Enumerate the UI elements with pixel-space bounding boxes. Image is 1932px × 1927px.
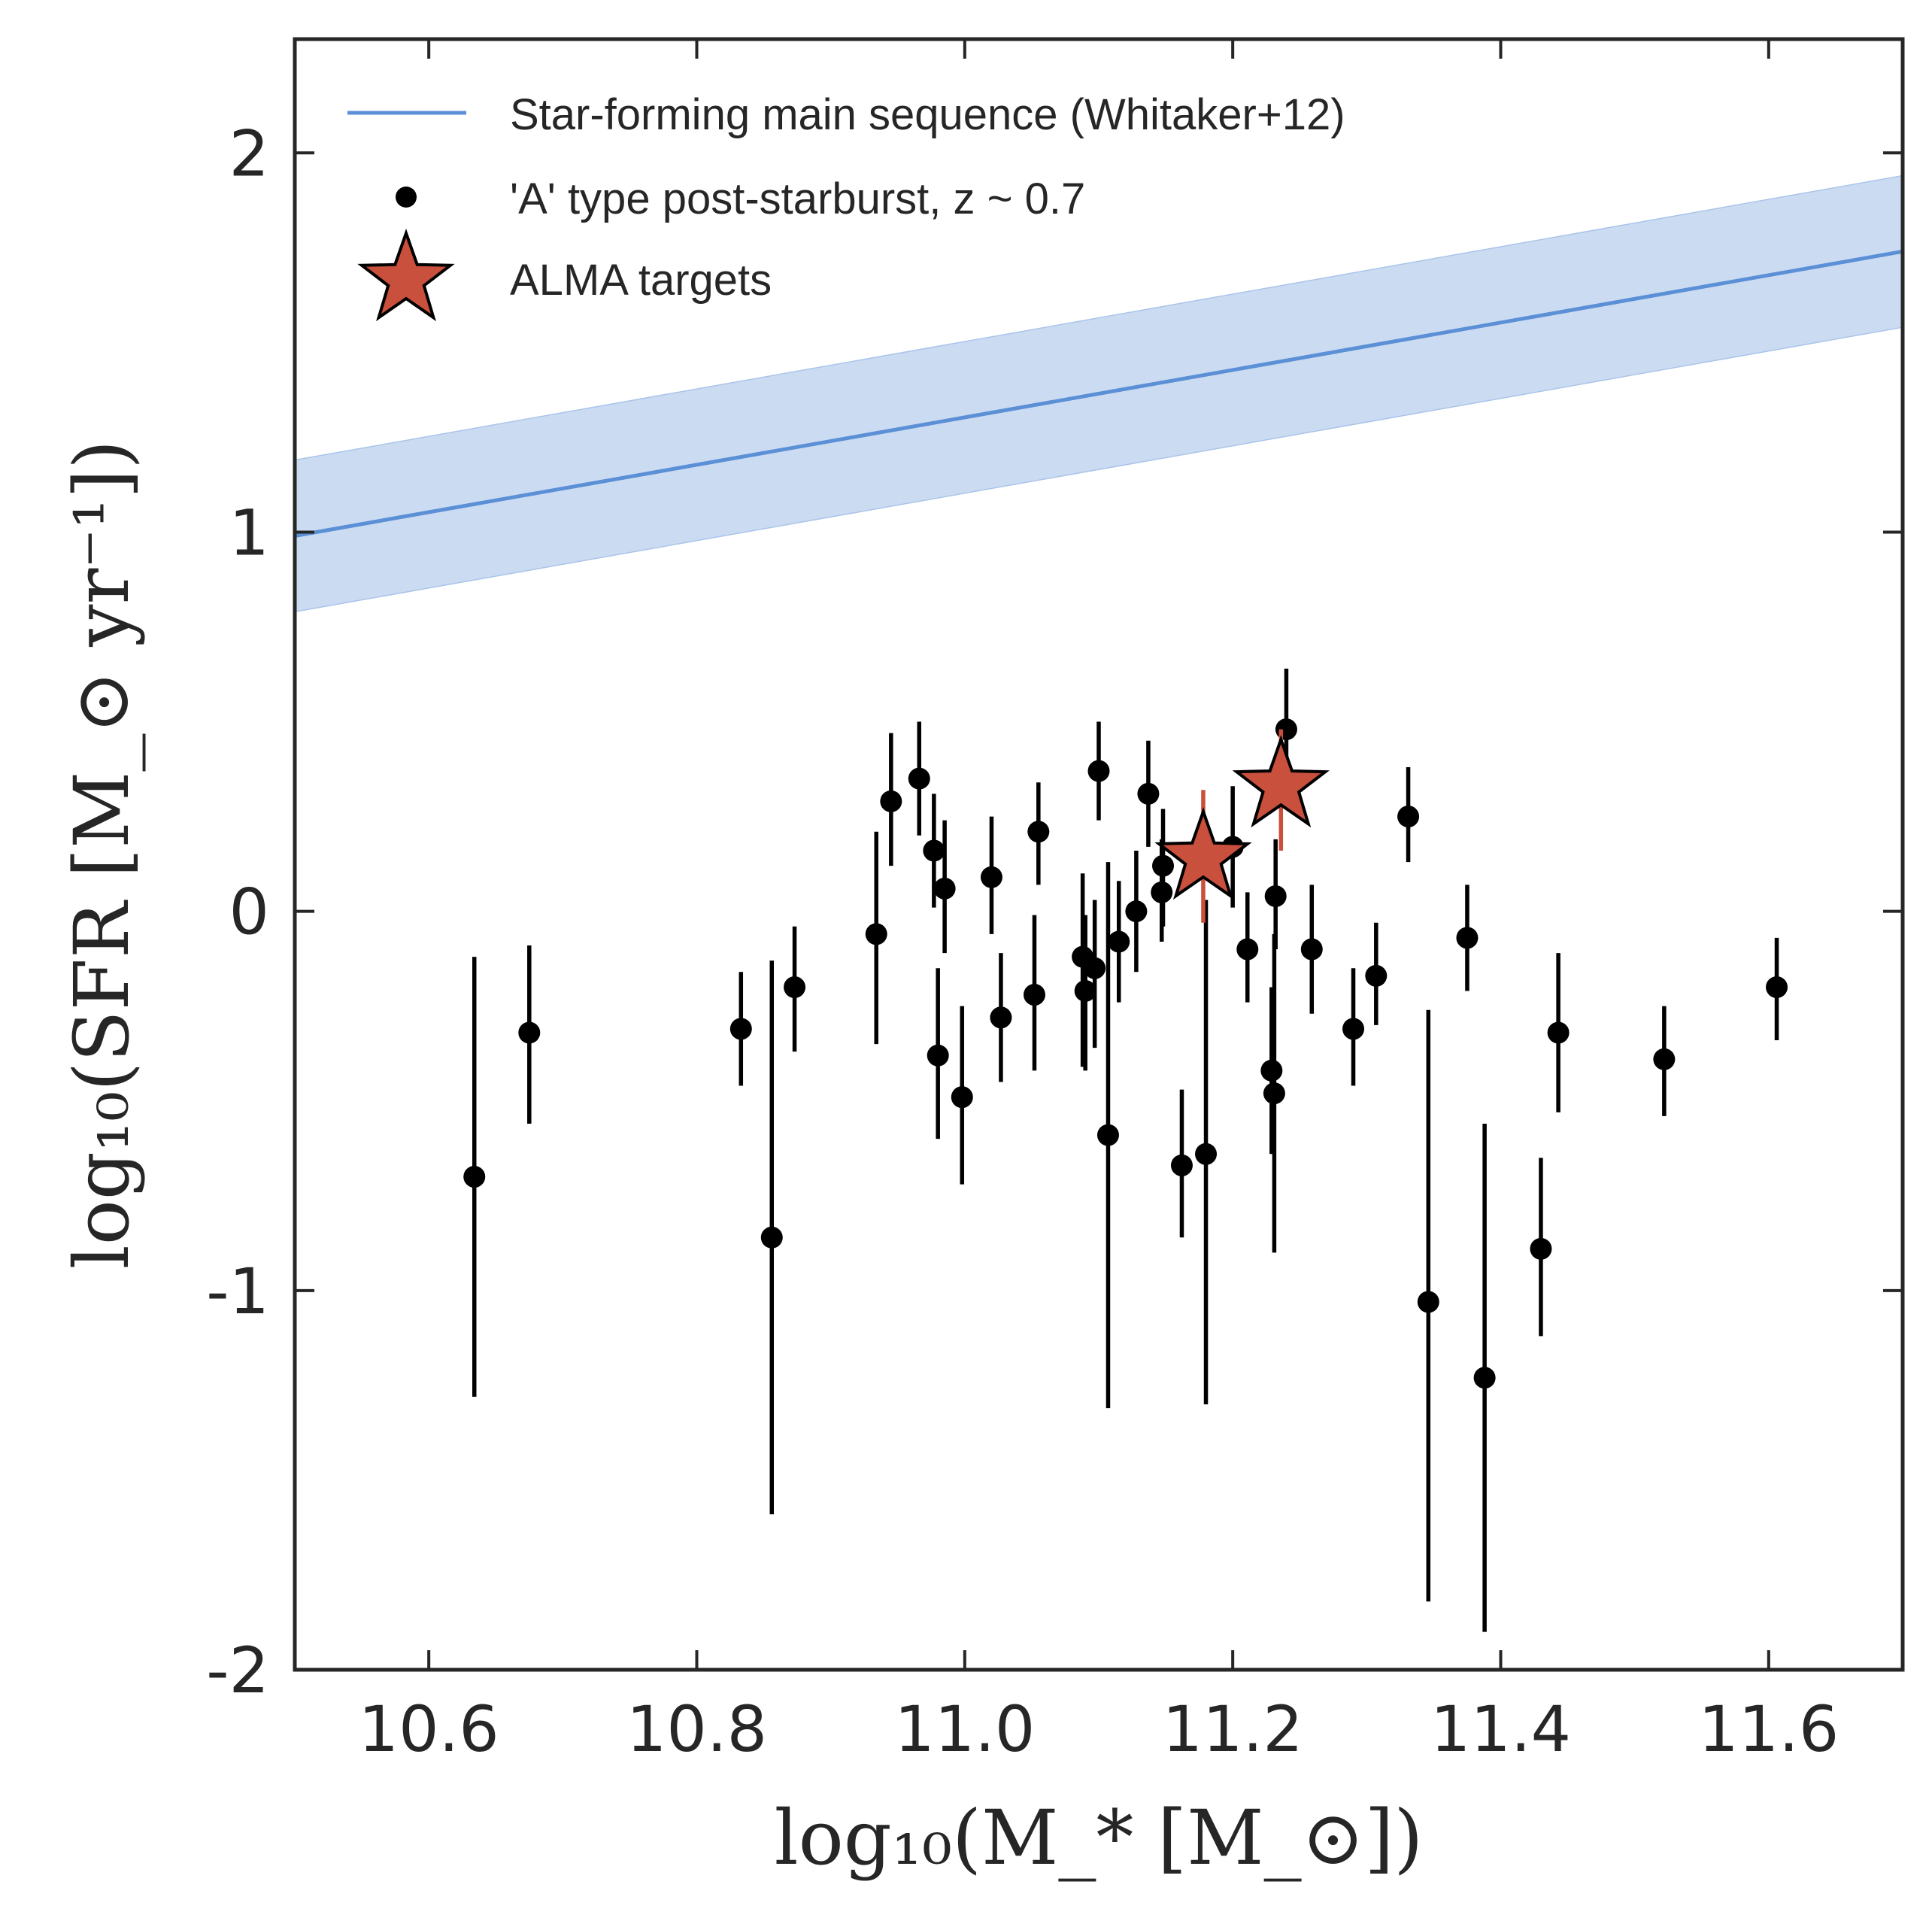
post-starburst-point — [1264, 885, 1287, 907]
post-starburst-point — [1074, 980, 1096, 1003]
alma-target-star — [1232, 735, 1330, 828]
x-tick-label: 11.0 — [894, 1692, 1035, 1766]
y-tick-label: 2 — [229, 117, 269, 190]
y-axis-title: log₁₀(SFR [M_⊙ yr⁻¹]) — [58, 440, 146, 1270]
post-starburst-point — [865, 923, 887, 945]
post-starburst-point — [1397, 806, 1420, 828]
post-starburst-point — [1096, 1124, 1119, 1146]
legend: Star-forming main sequence (Whitaker+12)… — [347, 90, 1345, 322]
legend-post-starburst-swatch — [396, 187, 417, 208]
post-starburst-point — [980, 866, 1002, 888]
y-tick-label: 0 — [229, 875, 269, 949]
axis-ticks-layer: 10.6 10.8 11.0 11.2 11.4 11.6 -2 -1 0 1 2 — [206, 39, 1903, 1766]
post-starburst-point — [1137, 782, 1160, 805]
post-starburst-point — [1473, 1367, 1496, 1389]
post-starburst-point — [1152, 854, 1175, 877]
post-starburst-point — [923, 839, 945, 862]
post-starburst-point — [1300, 938, 1323, 960]
post-starburst-point — [1027, 821, 1050, 843]
post-starburst-point — [1547, 1021, 1570, 1044]
post-starburst-point — [760, 1226, 783, 1249]
post-starburst-point — [463, 1166, 486, 1188]
x-axis-title: log₁₀(M_* [M_⊙]) — [775, 1794, 1424, 1882]
post-starburst-point — [927, 1044, 949, 1067]
post-starburst-point — [1275, 718, 1297, 741]
post-starburst-point — [1530, 1237, 1552, 1260]
post-starburst-point — [933, 877, 956, 900]
post-starburst-point — [1125, 900, 1148, 923]
post-starburst-point — [951, 1086, 973, 1109]
post-starburst-point — [1365, 964, 1388, 987]
legend-post-starburst-label: 'A' type post-starburst, z ~ 0.7 — [510, 174, 1085, 223]
post-starburst-point — [1108, 930, 1130, 953]
post-starburst-point — [1766, 976, 1788, 998]
post-starburst-point — [1087, 760, 1110, 782]
post-starburst-point — [1023, 984, 1045, 1006]
y-tick-label: -2 — [206, 1634, 269, 1707]
y-tick-label: -1 — [206, 1255, 269, 1328]
post-starburst-point — [1342, 1018, 1365, 1040]
post-starburst-points-layer — [463, 668, 1788, 1632]
x-tick-label: 11.4 — [1430, 1692, 1571, 1766]
post-starburst-point — [1170, 1154, 1193, 1176]
post-starburst-point — [518, 1021, 541, 1044]
post-starburst-point — [908, 767, 930, 790]
post-starburst-point — [1236, 938, 1259, 960]
post-starburst-point — [990, 1006, 1012, 1029]
main-sequence-line — [294, 249, 1903, 538]
post-starburst-point — [1263, 1082, 1285, 1105]
legend-main-sequence-label: Star-forming main sequence (Whitaker+12) — [510, 90, 1345, 139]
legend-alma-label: ALMA targets — [510, 256, 772, 305]
x-tick-label: 10.6 — [359, 1692, 499, 1766]
x-tick-label: 11.2 — [1163, 1692, 1303, 1766]
post-starburst-point — [880, 790, 902, 812]
alma-targets-layer — [1154, 729, 1330, 923]
post-starburst-point — [729, 1018, 752, 1040]
main-sequence-line-layer — [294, 249, 1903, 538]
post-starburst-point — [784, 976, 806, 998]
legend-alma-star-icon — [357, 228, 455, 322]
post-starburst-point — [1417, 1291, 1439, 1313]
post-starburst-point — [1084, 957, 1106, 979]
x-tick-label: 11.6 — [1698, 1692, 1839, 1766]
post-starburst-point — [1260, 1059, 1283, 1082]
plot-frame — [293, 37, 1905, 1672]
post-starburst-point — [1653, 1048, 1676, 1070]
y-tick-label: 1 — [229, 496, 269, 569]
post-starburst-point — [1456, 927, 1479, 949]
post-starburst-point — [1195, 1143, 1218, 1165]
alma-target-star — [1154, 806, 1252, 900]
x-tick-label: 10.8 — [626, 1692, 767, 1766]
